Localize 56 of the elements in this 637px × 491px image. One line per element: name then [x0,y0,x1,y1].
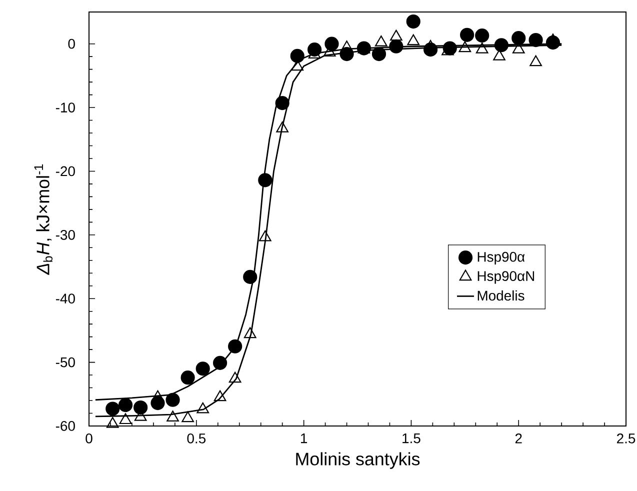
point [258,173,272,188]
point [244,327,256,338]
point [528,32,543,48]
y-tick-label: -60 [56,421,75,431]
point [475,28,490,43]
point [166,392,180,407]
x-tick-label: 1.5 [402,434,420,444]
point [530,55,542,66]
y-tick-label: 0 [68,38,75,49]
point [182,411,194,422]
legend-label: Hsp90α [478,252,525,265]
point [406,14,420,29]
point [493,50,506,60]
point [494,38,508,52]
point [460,28,474,42]
y-tick-label: -10 [56,102,75,112]
y-tick-label: -30 [56,230,75,240]
point [106,417,119,428]
point [214,390,226,402]
point [407,34,420,46]
point [196,402,210,414]
point [243,270,258,284]
point [118,398,133,412]
y-tick-label: -40 [56,294,75,304]
x-tick-label: 1 [300,434,308,444]
point [476,42,488,54]
point [228,339,242,354]
point [166,410,179,422]
point [134,400,148,415]
point [258,230,272,242]
point [276,122,289,132]
legend-label: Modelis [478,290,524,301]
legend-label: Hsp90αN [478,271,534,284]
point [119,413,132,424]
y-tick-label: -50 [56,357,75,368]
x-tick-label: 0.5 [187,433,206,444]
point [180,370,195,385]
x-tick-label: 0 [86,433,92,444]
point [390,30,402,41]
point [458,41,472,52]
y-tick-label: -20 [56,166,75,176]
point [389,39,404,54]
point [196,362,210,376]
point [106,402,120,416]
y-axis-title: Δ$_{b}$H, kJ×mol$^{-1}$ [34,164,52,276]
point [290,48,304,63]
x-tick-label: 2 [515,433,522,444]
point [372,46,386,62]
point [228,372,242,383]
point [275,96,290,110]
point [512,31,526,46]
point [324,36,339,51]
x-tick-label: 2.5 [617,433,636,444]
point [212,356,228,370]
x-axis-title: Molinis santykis [296,452,420,469]
point [374,36,388,46]
